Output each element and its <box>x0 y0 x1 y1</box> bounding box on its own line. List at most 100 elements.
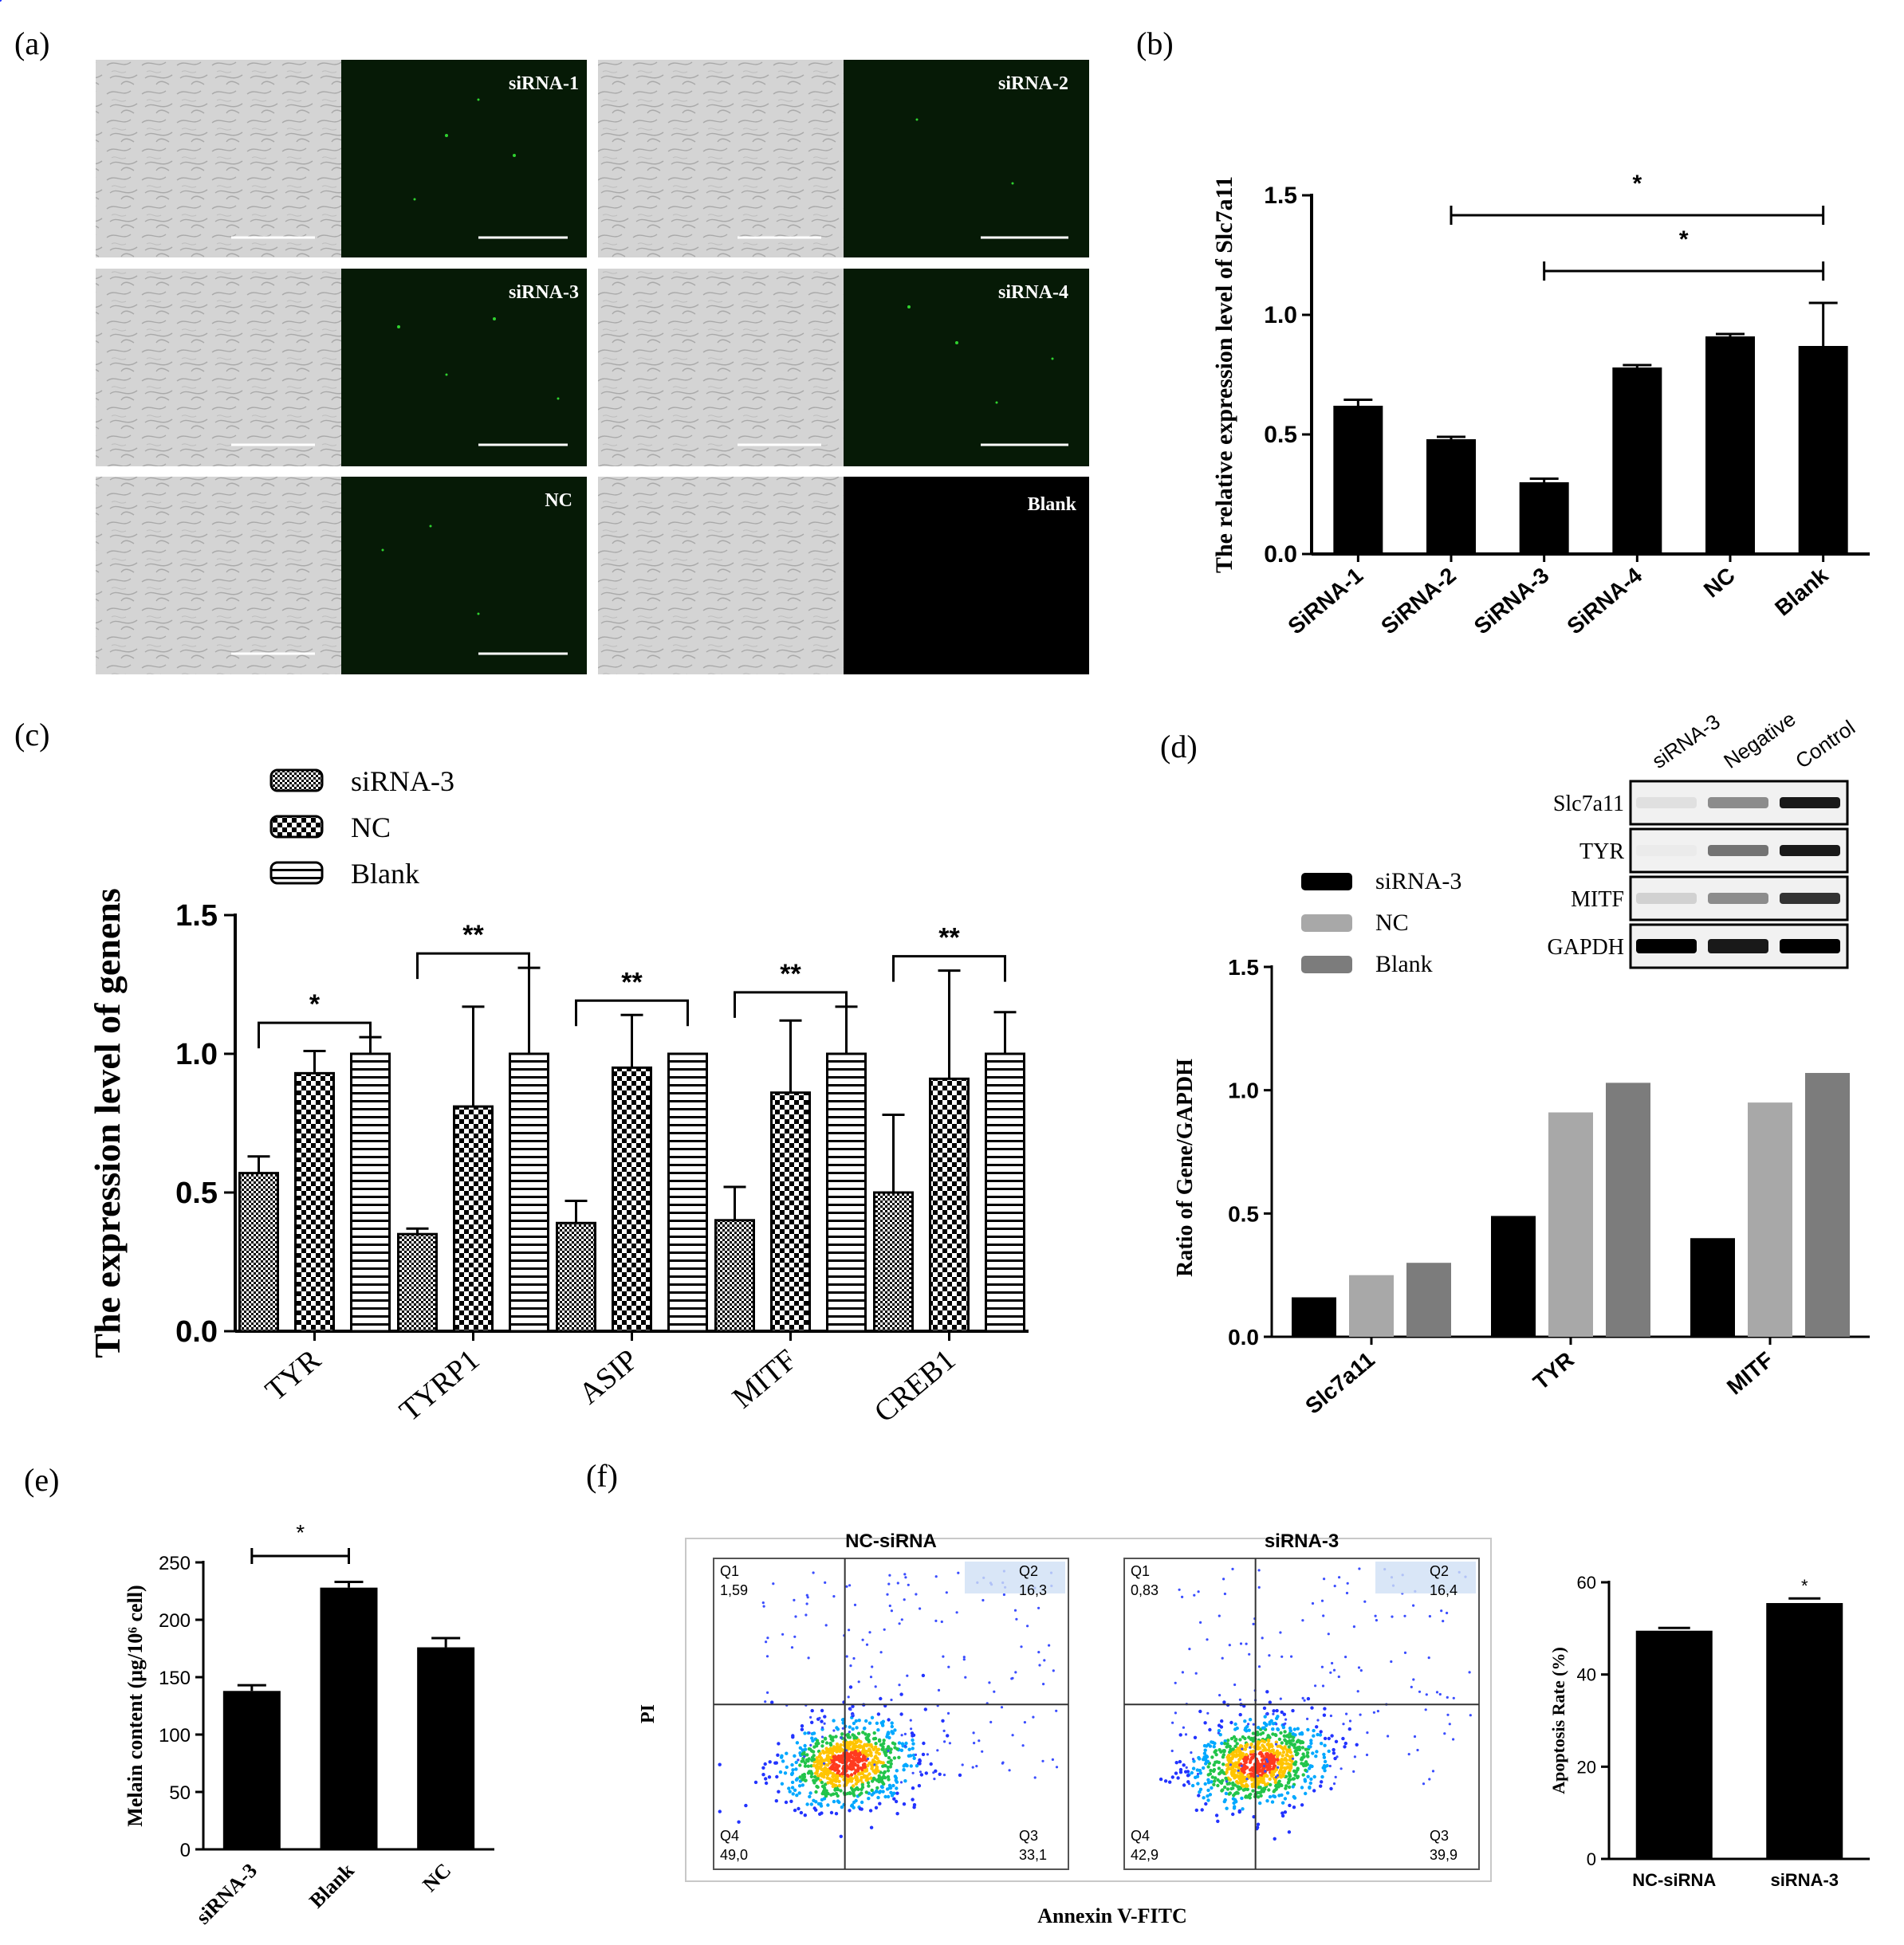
flow-event <box>1208 1772 1213 1776</box>
flow-event <box>1289 1764 1293 1768</box>
flow-event <box>785 1751 789 1755</box>
y-axis-label: Melain content (μg/10⁶ cell) <box>124 1585 147 1826</box>
significance-label: ** <box>938 923 960 953</box>
flow-event <box>1356 1690 1359 1693</box>
flow-event <box>797 1784 802 1788</box>
flow-event <box>841 1727 844 1730</box>
blot-band <box>1636 939 1697 953</box>
flow-event <box>911 1738 915 1743</box>
flow-event <box>1052 1669 1055 1672</box>
flow-event <box>822 1772 827 1776</box>
flow-event <box>1320 1780 1324 1784</box>
flow-event <box>1442 1620 1445 1623</box>
bar <box>238 1172 279 1333</box>
bar <box>1519 482 1569 554</box>
flow-event <box>816 1741 820 1746</box>
flow-event <box>1235 1779 1239 1784</box>
flow-event <box>1231 1797 1236 1801</box>
panel-a-micrographs: siRNA-1 siRNA-2 siRNA-3 siRNA-4 NC Blank <box>96 60 1089 674</box>
flow-event <box>1182 1763 1186 1767</box>
flow-event <box>1203 1721 1207 1725</box>
flow-event <box>839 1743 843 1747</box>
flow-event <box>1309 1777 1313 1782</box>
flow-event <box>1206 1794 1210 1798</box>
flow-event <box>812 1806 816 1810</box>
flow-event <box>852 1806 856 1809</box>
flow-event <box>797 1758 800 1762</box>
flow-event <box>1257 1774 1260 1778</box>
flow-event <box>1208 1744 1213 1748</box>
quadrant-value-q4: 42,9 <box>1131 1847 1159 1863</box>
flow-event <box>1274 1784 1278 1788</box>
flow-event <box>1323 1736 1328 1741</box>
flow-event <box>1249 1772 1253 1776</box>
flow-event <box>1279 1631 1282 1634</box>
flow-event <box>1171 1721 1174 1724</box>
flow-event <box>860 1745 864 1749</box>
flow-event <box>1319 1730 1323 1734</box>
bar <box>612 1066 652 1333</box>
flow-event <box>934 1769 938 1773</box>
flow-event <box>883 1794 887 1799</box>
micrograph-label-5: NC <box>545 490 572 511</box>
flow-event <box>1301 1762 1306 1766</box>
flow-event <box>841 1748 845 1752</box>
flow-event <box>1002 1593 1005 1597</box>
bar <box>1612 367 1662 554</box>
flow-event <box>1279 1758 1284 1762</box>
legend-swatch <box>1301 914 1352 932</box>
flow-event <box>853 1750 858 1754</box>
flow-event <box>1286 1762 1290 1766</box>
flow-event <box>1216 1819 1220 1823</box>
flow-event <box>1248 1652 1251 1656</box>
flow-event <box>798 1763 802 1767</box>
flow-event <box>794 1767 798 1771</box>
legend-label: NC <box>1375 910 1409 936</box>
flow-event <box>1269 1782 1273 1787</box>
flow-event <box>834 1783 838 1788</box>
flow-event <box>834 1812 839 1816</box>
bar <box>1349 1275 1394 1337</box>
flow-event <box>868 1809 873 1813</box>
bar <box>397 1232 438 1333</box>
flow-event <box>1279 1766 1284 1770</box>
flow-event <box>917 1784 922 1788</box>
flow-event <box>804 1758 809 1762</box>
flow-event <box>1186 1774 1190 1778</box>
flow-event <box>853 1603 857 1606</box>
flow-event <box>903 1762 908 1766</box>
flow-event <box>869 1754 873 1758</box>
bar <box>1292 1297 1336 1337</box>
flow-event <box>849 1779 854 1783</box>
flow-event <box>1239 1642 1243 1645</box>
flow-event <box>854 1735 858 1739</box>
flow-event <box>1268 1722 1272 1726</box>
flow-event <box>770 1700 774 1704</box>
flow-event <box>1202 1751 1207 1755</box>
flow-event <box>1221 1788 1225 1792</box>
flow-event <box>1252 1622 1255 1625</box>
flow-event <box>918 1758 922 1762</box>
flow-event <box>915 1593 918 1596</box>
flow-event <box>781 1759 785 1763</box>
flow-event <box>909 1764 914 1768</box>
flow-event <box>1225 1770 1229 1774</box>
flow-event <box>834 1791 839 1796</box>
flow-event <box>778 1770 783 1774</box>
flow-event <box>837 1800 841 1805</box>
flow-event <box>1304 1791 1308 1796</box>
fluorescent-dots <box>381 98 1054 615</box>
flow-event <box>919 1770 922 1774</box>
micrograph-label-2: siRNA-2 <box>998 73 1068 94</box>
flow-event <box>1229 1736 1234 1741</box>
y-tick-label: 100 <box>159 1725 191 1747</box>
flow-event <box>1428 1778 1431 1781</box>
bar <box>1606 1083 1650 1337</box>
micrograph-bright-3 <box>96 269 341 466</box>
flow-event <box>791 1734 795 1738</box>
flow-event <box>993 1690 996 1693</box>
flow-event <box>1446 1695 1449 1699</box>
flow-event <box>1319 1784 1323 1788</box>
x-tick-label: MITF <box>726 1343 804 1416</box>
flow-event <box>856 1731 861 1735</box>
